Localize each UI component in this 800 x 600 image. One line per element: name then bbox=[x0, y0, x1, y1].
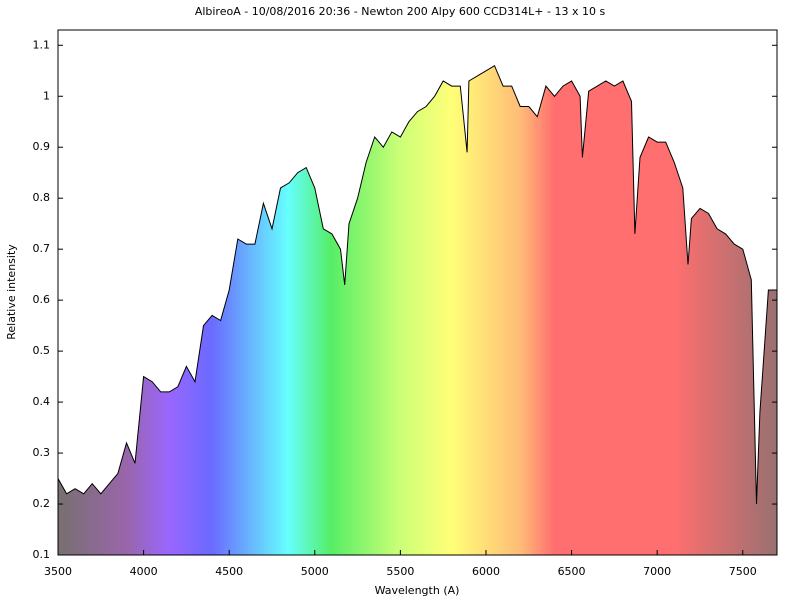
y-tick-label: 0.7 bbox=[33, 242, 51, 255]
x-axis-label: Wavelength (A) bbox=[375, 584, 460, 597]
plot-border bbox=[57, 29, 778, 556]
x-tick-label: 4500 bbox=[215, 565, 243, 578]
y-tick-label: 0.6 bbox=[33, 293, 51, 306]
y-tick-label: 0.8 bbox=[33, 191, 51, 204]
y-tick-label: 0.2 bbox=[33, 497, 51, 510]
x-tick-label: 7000 bbox=[643, 565, 671, 578]
x-tick-label: 3500 bbox=[44, 565, 72, 578]
y-tick-label: 0.1 bbox=[33, 548, 51, 561]
y-tick-label: 0.4 bbox=[33, 395, 51, 408]
y-tick-label: 0.5 bbox=[33, 344, 51, 357]
y-tick-label: 1 bbox=[43, 89, 50, 102]
y-axis-label: Relative intensity bbox=[5, 244, 18, 340]
chart-title: AlbireoA - 10/08/2016 20:36 - Newton 200… bbox=[195, 5, 606, 18]
spectrum-line bbox=[57, 64, 777, 505]
x-tick-label: 7500 bbox=[729, 565, 757, 578]
y-tick-label: 0.9 bbox=[33, 140, 51, 153]
x-tick-label: 6000 bbox=[472, 565, 500, 578]
y-tick-label: 1.1 bbox=[33, 38, 51, 51]
x-tick-label: 4000 bbox=[130, 565, 158, 578]
x-tick-label: 6500 bbox=[558, 565, 586, 578]
y-tick-label: 0.3 bbox=[33, 446, 51, 459]
x-tick-label: 5000 bbox=[301, 565, 329, 578]
spectrum-area bbox=[58, 65, 777, 555]
x-tick-label: 5500 bbox=[386, 565, 414, 578]
plot-area bbox=[57, 64, 777, 555]
